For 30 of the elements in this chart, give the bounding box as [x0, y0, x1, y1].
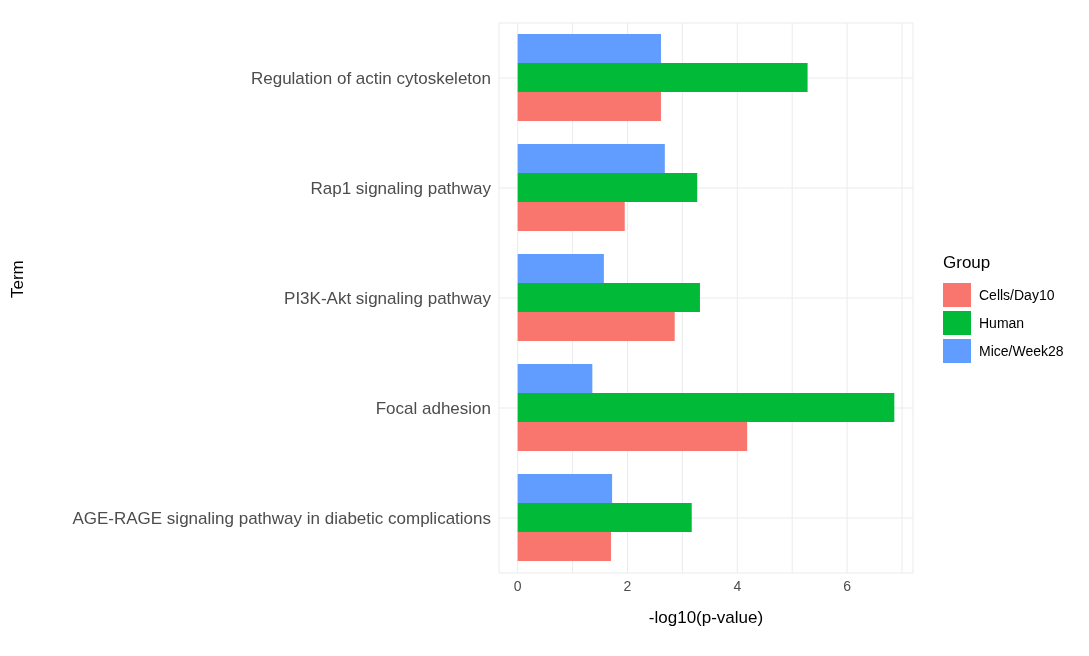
legend-label: Mice/Week28 — [979, 343, 1064, 359]
y-tick-label: AGE-RAGE signaling pathway in diabetic complications — [72, 509, 491, 529]
y-tick-label: Rap1 signaling pathway — [310, 179, 492, 199]
y-tick-label: Regulation of actin cytoskeleton — [250, 69, 491, 89]
bar — [517, 92, 661, 121]
legend-label: Cells/Day10 — [979, 287, 1055, 303]
bar — [517, 202, 625, 231]
bar — [517, 393, 895, 422]
bar — [517, 422, 748, 451]
bar — [517, 364, 593, 393]
legend-label: Human — [979, 315, 1025, 331]
x-tick-label: 4 — [733, 577, 742, 594]
bar — [517, 63, 808, 92]
y-axis-title: Term — [8, 260, 28, 298]
x-tick-label: 6 — [843, 577, 852, 594]
x-tick-label: 2 — [623, 577, 632, 594]
bar — [517, 34, 661, 63]
legend-title: Group — [943, 253, 992, 273]
bar — [517, 144, 665, 173]
bar — [517, 283, 700, 312]
bar — [517, 312, 675, 341]
x-tick-label: 0 — [513, 577, 522, 594]
bar — [517, 503, 692, 532]
bar — [517, 474, 613, 503]
y-tick-label: Focal adhesion — [375, 399, 491, 419]
bar — [517, 254, 604, 283]
bar — [517, 173, 698, 202]
y-tick-label: PI3K-Akt signaling pathway — [284, 289, 492, 309]
bar — [517, 532, 612, 561]
x-axis-title: -log10(p-value) — [648, 608, 764, 627]
